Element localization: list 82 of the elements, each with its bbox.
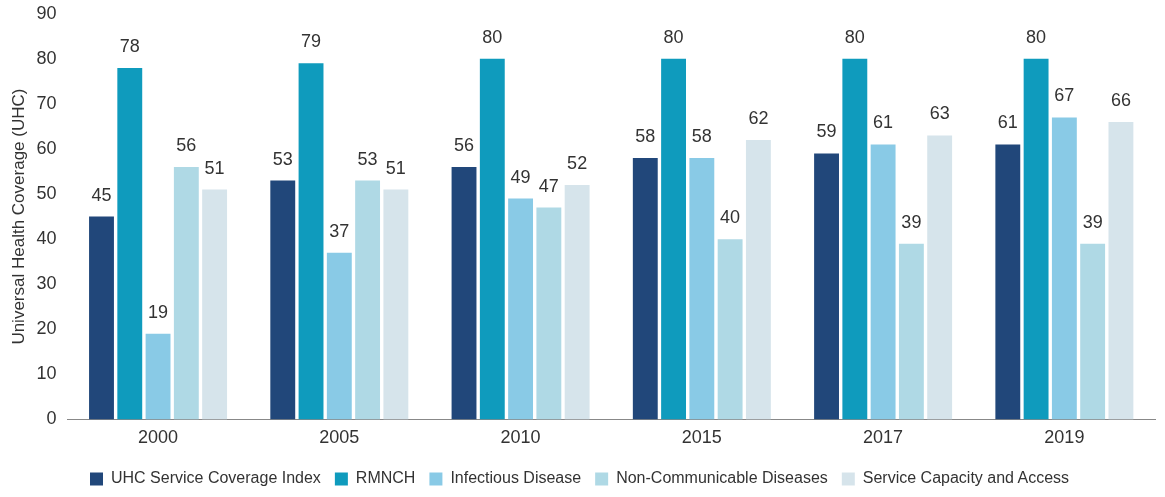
- y-tick-label: 60: [36, 137, 57, 158]
- x-tick-label: 2010: [500, 427, 541, 448]
- data-label: 39: [901, 211, 922, 232]
- bar: [1108, 121, 1134, 420]
- y-tick-label: 50: [36, 183, 57, 204]
- data-label: 37: [329, 220, 350, 241]
- data-label: 49: [510, 166, 531, 187]
- data-label: 79: [301, 31, 322, 52]
- data-label: 58: [635, 125, 656, 146]
- data-label: 63: [929, 103, 950, 124]
- bar: [898, 243, 924, 420]
- data-label: 80: [663, 26, 684, 47]
- bar: [564, 185, 590, 420]
- bar: [661, 58, 687, 420]
- y-axis-title: Universal Health Coverage (UHC): [8, 88, 28, 345]
- data-label: 53: [357, 148, 378, 169]
- bar: [536, 207, 562, 420]
- data-label: 56: [454, 135, 475, 155]
- data-label: 78: [119, 35, 140, 56]
- y-tick-label: 20: [36, 318, 57, 339]
- bar: [745, 139, 771, 420]
- bar: [145, 333, 171, 420]
- bar: [298, 63, 324, 420]
- bar: [479, 58, 505, 420]
- data-label: 52: [567, 153, 588, 174]
- bar: [1080, 243, 1106, 420]
- data-label: 80: [844, 26, 865, 47]
- data-label: 56: [176, 135, 197, 155]
- data-label: 80: [482, 26, 503, 47]
- data-label: 62: [748, 107, 769, 128]
- x-tick-label: 2000: [138, 427, 179, 448]
- data-label: 80: [1026, 26, 1047, 47]
- y-tick-label: 90: [36, 2, 57, 23]
- legend-label: RMNCH: [355, 469, 416, 487]
- data-label: 39: [1082, 211, 1103, 232]
- x-tick-label: 2015: [681, 427, 722, 448]
- y-tick-label: 30: [36, 273, 57, 294]
- x-tick-label: 2017: [863, 427, 904, 448]
- y-tick-label: 0: [46, 408, 57, 429]
- bar: [814, 153, 839, 420]
- bar: [508, 198, 534, 420]
- bar: [870, 144, 896, 420]
- y-tick-label: 40: [36, 228, 57, 249]
- bar: [689, 158, 715, 420]
- legend-label: Infectious Disease: [450, 469, 582, 487]
- bar: [842, 58, 868, 420]
- data-label: 61: [997, 112, 1018, 133]
- bar: [632, 158, 658, 420]
- legend-label: Non-Communicable Diseases: [616, 469, 828, 487]
- y-tick-label: 70: [36, 92, 57, 113]
- data-label: 47: [538, 175, 559, 196]
- data-label: 51: [385, 157, 406, 178]
- data-label: 51: [204, 157, 225, 178]
- data-label: 53: [272, 148, 293, 169]
- legend-label: Service Capacity and Access: [862, 469, 1070, 487]
- data-label: 66: [1110, 89, 1131, 110]
- data-label: 40: [720, 207, 741, 228]
- bar: [995, 144, 1021, 420]
- bar: [173, 167, 199, 420]
- y-tick-label: 80: [36, 47, 57, 68]
- bar: [202, 189, 228, 420]
- bar: [117, 67, 143, 420]
- data-label: 59: [816, 121, 837, 142]
- data-label: 19: [148, 301, 169, 322]
- bar: [383, 189, 409, 420]
- bar: [326, 252, 352, 420]
- bar: [717, 239, 743, 420]
- data-label: 45: [91, 184, 112, 205]
- x-tick-label: 2005: [319, 427, 360, 448]
- data-label: 58: [691, 125, 712, 146]
- data-label: 61: [873, 112, 894, 133]
- legend-label: UHC Service Coverage Index: [111, 469, 321, 487]
- bar: [270, 180, 296, 420]
- data-label: 67: [1054, 85, 1075, 106]
- bar: [1051, 117, 1077, 420]
- bar: [927, 135, 953, 420]
- bar: [451, 167, 477, 420]
- bar: [89, 216, 114, 420]
- x-tick-label: 2019: [1044, 427, 1085, 448]
- bar: [1023, 58, 1049, 420]
- bar: [355, 180, 381, 420]
- y-tick-label: 10: [36, 363, 57, 384]
